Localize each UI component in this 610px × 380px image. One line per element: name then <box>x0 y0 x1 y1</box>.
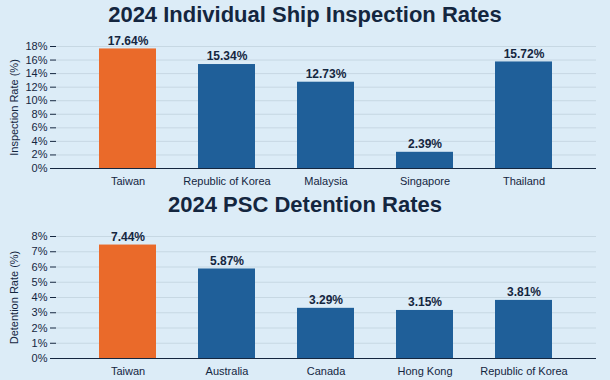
svg-text:Detention Rate (%): Detention Rate (%) <box>8 251 20 345</box>
html-text:2024 PSC Detention Rates: 2024 PSC Detention Rates <box>168 192 442 217</box>
svg-text:4%: 4% <box>32 135 48 147</box>
svg-text:Singapore: Singapore <box>400 175 450 187</box>
svg-text:18%: 18% <box>25 40 47 52</box>
svg-text:Malaysia: Malaysia <box>304 175 348 187</box>
svg-text:3%: 3% <box>32 306 48 318</box>
svg-text:Republic of Korea: Republic of Korea <box>183 175 271 187</box>
svg-text:4%: 4% <box>32 291 48 303</box>
svg-text:2%: 2% <box>32 322 48 334</box>
svg-text:1%: 1% <box>32 337 48 349</box>
svg-text:Australia: Australia <box>206 365 250 377</box>
svg-text:7.44%: 7.44% <box>111 230 145 244</box>
svg-text:8%: 8% <box>32 108 48 120</box>
svg-text:15.72%: 15.72% <box>504 47 545 61</box>
svg-text:14%: 14% <box>25 67 47 79</box>
svg-text:Thailand: Thailand <box>503 175 545 187</box>
svg-text:2%: 2% <box>32 148 48 160</box>
svg-text:0%: 0% <box>32 162 48 174</box>
svg-text:16%: 16% <box>25 54 47 66</box>
svg-text:15.34%: 15.34% <box>207 49 248 63</box>
svg-text:Hong Kong: Hong Kong <box>397 365 452 377</box>
svg-text:3.15%: 3.15% <box>408 295 442 309</box>
svg-text:5%: 5% <box>32 276 48 288</box>
svg-text:2.39%: 2.39% <box>408 137 442 151</box>
svg-text:3.29%: 3.29% <box>309 293 343 307</box>
svg-text:8%: 8% <box>32 230 48 242</box>
svg-text:Taiwan: Taiwan <box>111 175 145 187</box>
svg-text:12%: 12% <box>25 81 47 93</box>
svg-text:7%: 7% <box>32 245 48 257</box>
svg-text:10%: 10% <box>25 94 47 106</box>
svg-text:5.87%: 5.87% <box>210 254 244 268</box>
svg-text:Taiwan: Taiwan <box>111 365 145 377</box>
svg-text:6%: 6% <box>32 261 48 273</box>
svg-text:3.81%: 3.81% <box>507 285 541 299</box>
html-text:2024 Individual Ship Inspectio: 2024 Individual Ship Inspection Rates <box>108 2 502 27</box>
svg-text:Canada: Canada <box>307 365 346 377</box>
svg-text:17.64%: 17.64% <box>108 34 149 48</box>
svg-text:0%: 0% <box>32 352 48 364</box>
svg-text:6%: 6% <box>32 121 48 133</box>
svg-text:Inspection Rate (%): Inspection Rate (%) <box>8 59 20 156</box>
svg-text:Republic of Korea: Republic of Korea <box>480 365 568 377</box>
svg-text:12.73%: 12.73% <box>306 67 347 81</box>
